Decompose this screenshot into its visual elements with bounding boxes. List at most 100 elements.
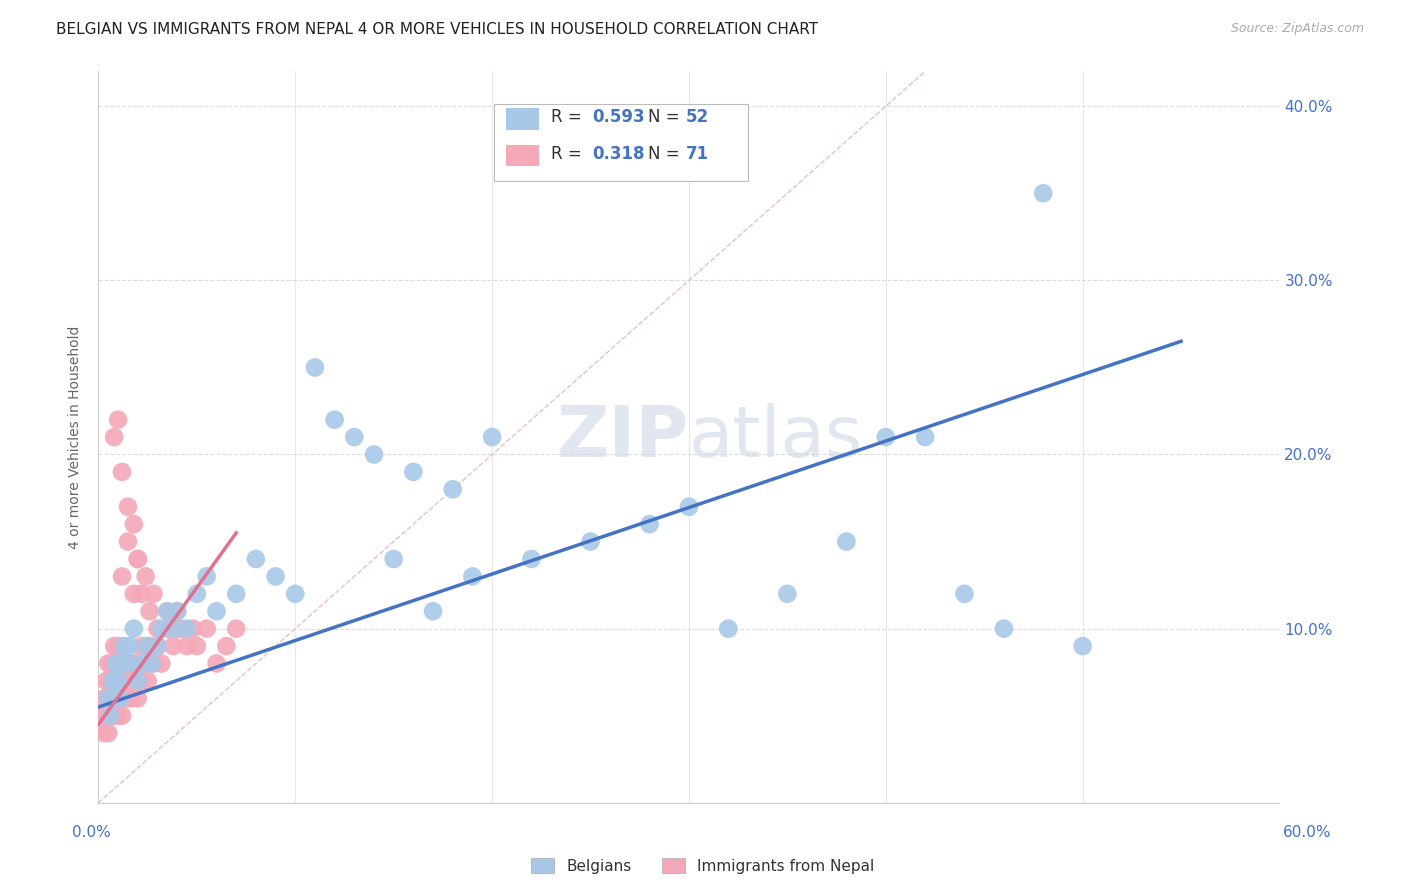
- Point: [150, 622, 173, 636]
- Point: [914, 430, 936, 444]
- Point: [127, 657, 149, 671]
- Text: N =: N =: [648, 145, 685, 163]
- Point: [127, 552, 149, 566]
- Point: [993, 622, 1015, 636]
- Point: [215, 639, 238, 653]
- Point: [115, 673, 138, 688]
- Point: [225, 587, 247, 601]
- Point: [776, 587, 799, 601]
- Point: [111, 569, 134, 583]
- Y-axis label: 4 or more Vehicles in Household: 4 or more Vehicles in Household: [69, 326, 83, 549]
- Bar: [506, 108, 538, 130]
- Point: [304, 360, 326, 375]
- Point: [108, 691, 131, 706]
- Point: [481, 430, 503, 444]
- Point: [131, 587, 153, 601]
- Text: BELGIAN VS IMMIGRANTS FROM NEPAL 4 OR MORE VEHICLES IN HOUSEHOLD CORRELATION CHA: BELGIAN VS IMMIGRANTS FROM NEPAL 4 OR MO…: [56, 22, 818, 37]
- Point: [138, 604, 160, 618]
- Point: [136, 673, 159, 688]
- Point: [195, 622, 218, 636]
- Point: [579, 534, 602, 549]
- Point: [131, 657, 153, 671]
- Point: [108, 657, 131, 671]
- Point: [93, 726, 115, 740]
- Point: [156, 604, 179, 618]
- Point: [461, 569, 484, 583]
- Point: [638, 517, 661, 532]
- Point: [162, 622, 184, 636]
- Point: [98, 708, 121, 723]
- Point: [96, 673, 118, 688]
- Point: [166, 604, 188, 618]
- Point: [107, 708, 129, 723]
- Point: [117, 657, 139, 671]
- Point: [98, 708, 121, 723]
- Point: [93, 691, 115, 706]
- Point: [122, 657, 145, 671]
- Point: [103, 430, 125, 444]
- Point: [103, 691, 125, 706]
- Point: [162, 639, 184, 653]
- Text: R =: R =: [551, 109, 586, 127]
- Point: [835, 534, 858, 549]
- Point: [103, 639, 125, 653]
- Point: [186, 639, 208, 653]
- Text: 60.0%: 60.0%: [1284, 825, 1331, 840]
- Point: [225, 622, 247, 636]
- Point: [146, 622, 169, 636]
- Point: [122, 587, 145, 601]
- Point: [118, 673, 141, 688]
- Point: [112, 691, 135, 706]
- Point: [121, 691, 143, 706]
- Point: [156, 622, 179, 636]
- Point: [195, 569, 218, 583]
- Point: [107, 673, 129, 688]
- Point: [111, 465, 134, 479]
- Point: [111, 673, 134, 688]
- Point: [284, 587, 307, 601]
- Point: [402, 465, 425, 479]
- Point: [128, 673, 150, 688]
- Point: [122, 517, 145, 532]
- Point: [146, 639, 169, 653]
- Point: [422, 604, 444, 618]
- Text: 71: 71: [685, 145, 709, 163]
- Point: [107, 639, 129, 653]
- Text: 0.318: 0.318: [592, 145, 644, 163]
- Point: [132, 657, 155, 671]
- Point: [176, 622, 198, 636]
- Point: [97, 657, 120, 671]
- Point: [1071, 639, 1094, 653]
- Point: [717, 622, 740, 636]
- Point: [156, 604, 179, 618]
- Point: [103, 708, 125, 723]
- Point: [118, 639, 141, 653]
- Point: [97, 726, 120, 740]
- Point: [441, 483, 464, 497]
- Point: [131, 639, 153, 653]
- FancyBboxPatch shape: [494, 104, 748, 181]
- Point: [117, 691, 139, 706]
- Point: [181, 622, 204, 636]
- Point: [520, 552, 543, 566]
- Point: [343, 430, 366, 444]
- Point: [111, 708, 134, 723]
- Point: [142, 587, 165, 601]
- Point: [125, 673, 148, 688]
- Point: [264, 569, 287, 583]
- Point: [135, 569, 157, 583]
- Text: Source: ZipAtlas.com: Source: ZipAtlas.com: [1230, 22, 1364, 36]
- Point: [112, 657, 135, 671]
- Point: [363, 448, 385, 462]
- Point: [875, 430, 897, 444]
- Text: atlas: atlas: [689, 402, 863, 472]
- Text: 0.0%: 0.0%: [72, 825, 111, 840]
- Text: ZIP: ZIP: [557, 402, 689, 472]
- Point: [176, 639, 198, 653]
- Point: [166, 622, 188, 636]
- Text: R =: R =: [551, 145, 586, 163]
- Point: [112, 639, 135, 653]
- Point: [150, 657, 173, 671]
- Point: [96, 708, 118, 723]
- Point: [141, 657, 163, 671]
